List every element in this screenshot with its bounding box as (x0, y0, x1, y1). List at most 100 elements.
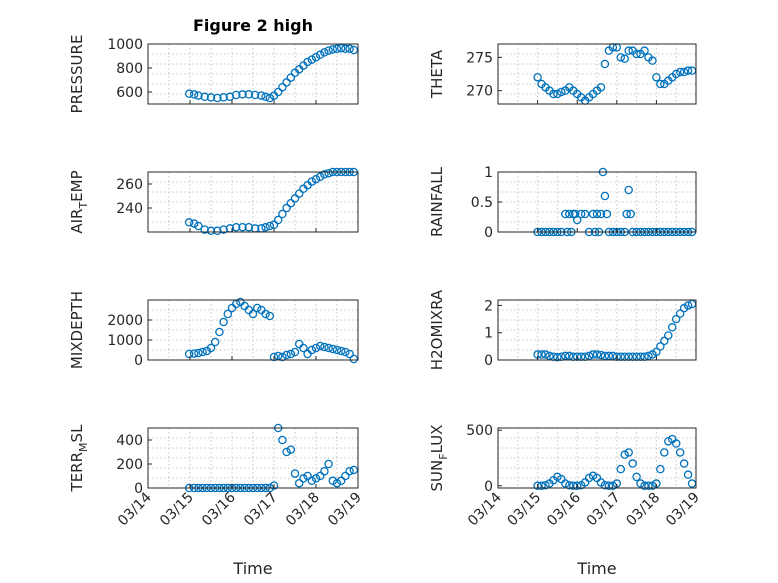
axes-border (147, 43, 359, 105)
data-point (675, 448, 685, 457)
data-point (194, 348, 203, 358)
x-axis-label: Time (576, 559, 616, 578)
data-point (580, 209, 590, 219)
data-point (223, 309, 233, 319)
data-point (311, 174, 321, 184)
y-tick-label: 240 (116, 201, 143, 217)
data-point (286, 198, 296, 208)
data-point (286, 445, 296, 454)
y-axis-label: SUNFLUX (428, 425, 450, 492)
data-point (200, 225, 209, 234)
data-point (576, 209, 586, 219)
data-point (206, 343, 216, 353)
data-point (600, 191, 610, 201)
data-point (652, 347, 661, 357)
data-point (565, 480, 574, 490)
axes-border (497, 299, 697, 361)
data-point (660, 336, 669, 346)
data-point (652, 73, 661, 82)
axes-border (497, 43, 697, 105)
data-point (675, 309, 685, 318)
data-point (341, 44, 350, 54)
data-point (261, 222, 270, 232)
data-point (248, 309, 258, 319)
y-tick-label: 0 (484, 225, 493, 241)
data-point (278, 352, 287, 362)
data-point (320, 170, 329, 179)
data-point (184, 89, 194, 99)
y-axis-label: AIRTEMP (68, 170, 90, 233)
y-tick-label: 1 (484, 326, 493, 342)
data-point (600, 59, 610, 69)
data-point (244, 222, 254, 232)
data-point (679, 459, 689, 468)
data-point (311, 343, 321, 353)
data-point (219, 93, 228, 102)
y-tick-label: 275 (466, 50, 493, 66)
data-point (553, 89, 562, 99)
data-point (320, 48, 329, 57)
data-point (320, 466, 329, 476)
data-point (616, 464, 626, 474)
subplot-1: 600 800 1000 PRESSURE (68, 35, 359, 114)
data-point (290, 194, 300, 203)
data-point (679, 67, 689, 77)
data-point (273, 87, 283, 97)
data-point (278, 82, 287, 92)
data-point (273, 215, 283, 225)
data-point (341, 471, 350, 481)
y-tick-label: 800 (116, 61, 143, 77)
data-point (194, 91, 203, 100)
data-point (307, 55, 317, 64)
data-point (572, 215, 582, 225)
data-point (620, 54, 629, 63)
data-point (189, 219, 199, 228)
y-axis-label: MIXDEPTH (68, 291, 86, 369)
data-point (345, 44, 354, 54)
data-point (238, 222, 247, 232)
data-point (557, 87, 566, 97)
axes-border (147, 427, 359, 489)
data-point (324, 459, 333, 469)
data-point (210, 337, 220, 347)
data-point (189, 349, 199, 358)
data-point (660, 448, 669, 457)
data-point (290, 347, 300, 357)
y-tick-label: 400 (116, 433, 143, 449)
data-point (286, 73, 296, 82)
data-point (648, 56, 657, 65)
y-tick-label: 2000 (107, 313, 143, 329)
data-point (336, 43, 346, 53)
data-point (671, 69, 681, 79)
data-point (307, 476, 317, 486)
data-point (265, 311, 275, 321)
data-point (628, 459, 637, 468)
data-point (600, 480, 610, 490)
data-point (299, 474, 308, 483)
y-tick-label: 600 (116, 85, 143, 101)
data-point (553, 353, 562, 362)
data-point (561, 479, 570, 488)
data-point (198, 347, 207, 357)
y-axis-label: PRESSURE (68, 35, 86, 114)
y-tick-label: 0 (484, 479, 493, 495)
data-point (572, 481, 582, 491)
data-point (345, 349, 354, 359)
data-point (561, 209, 570, 219)
data-point (282, 350, 291, 360)
data-point (324, 343, 333, 353)
data-point (265, 221, 275, 231)
y-tick-label: 1 (484, 165, 493, 181)
data-point (332, 345, 342, 355)
data-point (683, 301, 693, 310)
data-point (640, 481, 649, 491)
data-point (231, 90, 241, 100)
axes-border (147, 299, 359, 361)
data-point (640, 46, 649, 55)
data-point (238, 90, 247, 99)
y-tick-label: 260 (116, 177, 143, 193)
subplot-grid: 6008001000PRESSURE240260AIRTEMP010002000… (68, 35, 703, 578)
data-point (189, 90, 199, 99)
data-point (315, 341, 325, 351)
data-point (324, 46, 333, 55)
